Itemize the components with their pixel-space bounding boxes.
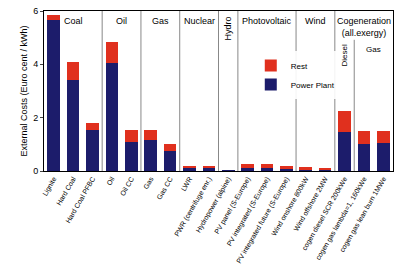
svg-text:cogen gas lambda=1, 160kWe: cogen gas lambda=1, 160kWe [314,176,368,262]
svg-text:Wind: Wind [305,16,326,26]
svg-text:6: 6 [33,6,38,16]
svg-text:Wind onshore 800kW: Wind onshore 800kW [270,175,310,237]
svg-text:Nuclear: Nuclear [184,16,215,26]
svg-text:PV integrated (S-Europe): PV integrated (S-Europe) [226,176,272,248]
svg-text:Oil: Oil [105,175,116,186]
svg-text:PWR (centrifuge enr.): PWR (centrifuge enr.) [173,176,214,238]
svg-text:4: 4 [33,59,38,69]
svg-text:0: 0 [33,166,38,176]
svg-text:Gas: Gas [366,45,381,54]
svg-text:Gas: Gas [142,175,155,190]
svg-text:Power Plant: Power Plant [291,81,335,90]
svg-text:LWR: LWR [180,176,194,193]
svg-text:Gas: Gas [152,16,169,26]
svg-text:Coal: Coal [64,16,83,26]
svg-text:Photovoltaic: Photovoltaic [242,16,292,26]
svg-text:PV panel (S-Europe): PV panel (S-Europe) [213,176,252,236]
svg-text:Hard Coal: Hard Coal [55,175,77,206]
svg-text:Hard Coal PFBC: Hard Coal PFBC [64,176,96,225]
svg-text:PV integrated future (S-Europe: PV integrated future (S-Europe) [235,176,291,265]
svg-text:Diesel: Diesel [340,44,349,66]
svg-text:Cogeneration(all.exergy): Cogeneration(all.exergy) [337,16,391,38]
svg-text:Gas CC: Gas CC [155,176,174,201]
svg-text:Oil CC: Oil CC [119,176,135,197]
svg-text:External Costs (Euro cent / kW: External Costs (Euro cent / kWh) [19,25,29,156]
svg-text:Hydropower (alpine): Hydropower (alpine) [195,176,233,235]
svg-text:cogen gas lean burn 1MWe: cogen gas lean burn 1MWe [338,176,388,254]
svg-text:Oil: Oil [116,16,127,26]
svg-text:2: 2 [33,113,38,123]
svg-text:Wind offshore 2MW: Wind offshore 2MW [292,175,329,232]
svg-text:cogen diesel SCR 200kWe: cogen diesel SCR 200kWe [301,176,350,252]
svg-text:Lignite: Lignite [41,176,58,198]
svg-text:Hydro: Hydro [223,16,233,40]
svg-text:Rest: Rest [291,62,308,71]
